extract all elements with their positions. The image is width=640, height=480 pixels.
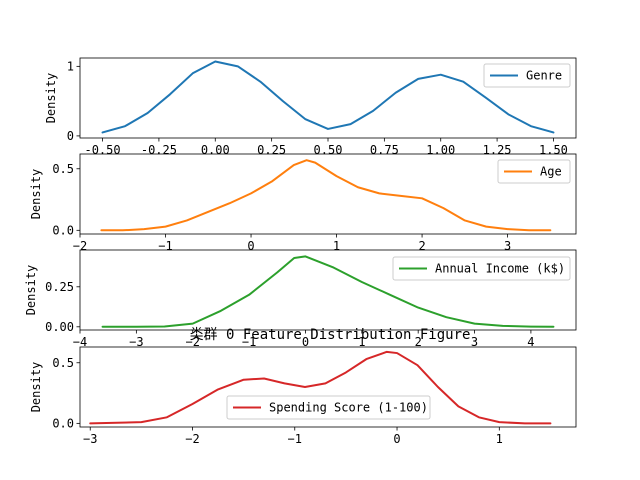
x-tick-label: 0.75: [370, 143, 399, 157]
y-tick-label: 0.5: [52, 356, 74, 370]
series-line-age: [100, 159, 552, 232]
x-tick-label: −2: [186, 335, 200, 349]
x-tick-label: 2: [418, 239, 425, 253]
x-tick-label: 2: [415, 335, 422, 349]
x-tick-label: −4: [73, 335, 87, 349]
x-tick-label: 0.00: [201, 143, 230, 157]
x-tick-label: 3: [504, 239, 511, 253]
legend-box: [483, 63, 571, 88]
legend-label: Age: [540, 165, 562, 179]
x-tick-label: −1: [288, 432, 302, 446]
chart-title: 类群 0 Feature Distribution Figure: [190, 327, 471, 343]
y-tick-label: 0: [67, 129, 74, 143]
x-tick-label: 1: [333, 239, 340, 253]
legend: Spending Score (1-100): [226, 395, 431, 420]
legend-box: [392, 256, 571, 281]
x-tick-label: 0: [393, 432, 400, 446]
x-tick-label: -0.50: [84, 143, 120, 157]
x-tick-label: -0.25: [141, 143, 177, 157]
x-tick-label: 1.25: [483, 143, 512, 157]
x-tick-label: 1.50: [539, 143, 568, 157]
x-tick-label: 0.50: [314, 143, 343, 157]
legend-box: [226, 395, 431, 420]
x-tick-label: −1: [242, 335, 256, 349]
legend-box: [497, 159, 571, 184]
x-tick-label: 1: [358, 335, 365, 349]
axes-frame: [79, 249, 577, 331]
x-tick-label: 1.00: [426, 143, 455, 157]
subplot-1: -0.50 -0.25 0.00 0.25 0.50 0.75 1.00 1.25 1.50 0 1…: [44, 57, 577, 157]
x-tick-label: −2: [73, 239, 87, 253]
series-line-annual-income-k: [101, 255, 555, 328]
y-axis-label: Density: [24, 265, 38, 316]
legend-label: Annual Income (k$): [435, 262, 565, 276]
x-tick-label: −3: [83, 432, 97, 446]
y-axis-label: Density: [44, 73, 58, 124]
y-tick-label: 0.00: [45, 320, 74, 334]
y-tick-label: 0.0: [52, 416, 74, 430]
y-tick-label: 1: [67, 59, 74, 73]
x-tick-label: 3: [471, 335, 478, 349]
axes-frame: [79, 346, 577, 428]
y-axis-label: Density: [29, 169, 43, 220]
y-tick-label: 0.25: [45, 280, 74, 294]
series-line-spending-score-1-100: [89, 350, 552, 425]
legend-label: Genre: [526, 69, 562, 83]
series-line-genre: [101, 60, 555, 134]
x-tick-label: 0: [302, 335, 309, 349]
x-tick-label: −3: [129, 335, 143, 349]
y-tick-label: 0.5: [52, 162, 74, 176]
subplot-4: −3 −2 −1 0 1 0.0 0.5 Density Spending Score (1-1…: [29, 327, 577, 446]
legend: Age: [497, 159, 571, 184]
x-tick-label: 0.25: [257, 143, 286, 157]
y-tick-label: 0.0: [52, 223, 74, 237]
x-tick-label: 1: [496, 432, 503, 446]
x-tick-label: 0: [247, 239, 254, 253]
legend-label: Spending Score (1-100): [269, 401, 428, 415]
legend: Annual Income (k$): [392, 256, 571, 281]
x-tick-label: −2: [185, 432, 199, 446]
axes-frame: [79, 153, 577, 235]
x-tick-label: 4: [527, 335, 534, 349]
y-axis-label: Density: [29, 362, 43, 413]
x-tick-label: −1: [158, 239, 172, 253]
legend: Genre: [483, 63, 571, 88]
subplot-3: −4 −3 −2 −1 0 1 2 3 4 0.00 0.25 Density Annual Incom…: [24, 249, 577, 349]
subplot-2: −2 −1 0 1 2 3 0.0 0.5 Density Age: [29, 153, 577, 253]
